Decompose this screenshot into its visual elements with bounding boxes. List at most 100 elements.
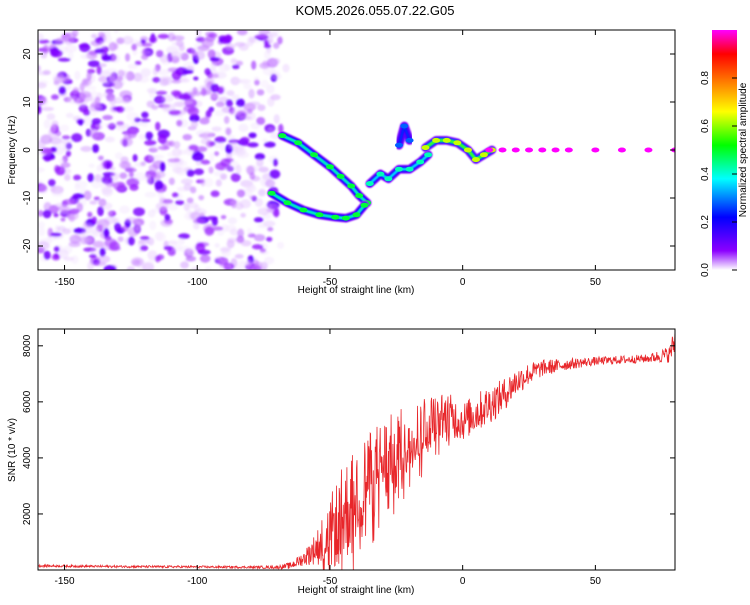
noise-blob — [272, 58, 281, 65]
noise-blob — [208, 32, 218, 39]
noise-blob — [277, 36, 283, 45]
noise-blob — [94, 262, 107, 267]
noise-blob — [83, 190, 92, 201]
snr-panel: -150 -100 -50 0 50 2000 4000 6000 8000 Height o… — [7, 328, 676, 596]
noise-blob — [159, 79, 171, 84]
noise-blob — [187, 202, 199, 209]
noise-blob — [97, 31, 106, 38]
noise-blob — [206, 140, 214, 148]
signal-peak — [463, 147, 472, 153]
noise-blob — [117, 236, 124, 243]
noise-blob — [103, 227, 110, 238]
noise-blob — [151, 105, 159, 110]
noise-blob — [163, 103, 176, 112]
noise-blob — [54, 37, 66, 46]
signal-peak — [394, 166, 403, 172]
noise-blob — [141, 111, 149, 119]
noise-blob — [97, 255, 111, 264]
noise-blob — [62, 199, 76, 206]
noise-blob — [199, 117, 210, 125]
noise-blob — [193, 222, 200, 230]
noise-blob — [144, 139, 157, 146]
noise-blob — [104, 136, 115, 143]
noise-blob — [166, 200, 175, 205]
noise-blob — [236, 30, 248, 36]
noise-blob — [42, 209, 52, 219]
noise-blob — [141, 42, 153, 47]
noise-blob — [102, 114, 113, 121]
y-tick-label: 2000 — [22, 502, 33, 525]
noise-blob — [256, 89, 265, 96]
noise-blob — [209, 57, 220, 62]
noise-blob — [71, 255, 79, 265]
signal-peak — [336, 173, 345, 179]
noise-blob — [124, 165, 136, 172]
noise-blob — [53, 246, 60, 253]
noise-blob — [59, 124, 70, 132]
noise-blob — [231, 94, 240, 99]
noise-blob — [134, 171, 147, 182]
noise-blob — [112, 80, 123, 90]
noise-blob — [230, 173, 241, 182]
snr-line — [38, 330, 675, 570]
noise-blob — [122, 106, 135, 113]
noise-blob — [264, 141, 276, 148]
noise-blob — [109, 241, 120, 251]
signal-peak — [341, 215, 350, 221]
noise-blob — [93, 196, 100, 201]
noise-blob — [227, 217, 238, 225]
noise-blob — [111, 53, 121, 64]
noise-blob — [42, 44, 50, 54]
noise-blob — [114, 152, 123, 160]
noise-blob — [213, 141, 222, 149]
x-tick-label: -150 — [55, 576, 75, 587]
colorbar-tick-label: 0.8 — [700, 71, 711, 85]
signal-peak — [644, 147, 653, 153]
noise-blob — [134, 162, 147, 168]
noise-blob — [258, 30, 271, 35]
noise-blob — [188, 144, 199, 151]
noise-blob — [225, 127, 232, 136]
noise-blob — [113, 97, 123, 104]
noise-blob — [171, 35, 185, 41]
signal-peak — [416, 159, 425, 165]
noise-blob — [267, 226, 274, 232]
noise-blob — [239, 199, 252, 209]
noise-blob — [262, 138, 268, 143]
noise-blob — [38, 221, 46, 229]
signal-peak — [400, 123, 409, 129]
y-tick-label: 4000 — [22, 446, 33, 469]
noise-blob — [119, 205, 130, 214]
noise-cloud — [38, 30, 290, 270]
noise-blob — [171, 79, 182, 84]
noise-blob — [88, 128, 99, 138]
signal-peak — [538, 147, 547, 153]
noise-blob — [209, 73, 220, 79]
signal-peak — [511, 147, 520, 153]
noise-blob — [127, 63, 139, 70]
noise-blob — [147, 237, 155, 246]
noise-blob — [68, 208, 80, 215]
noise-blob — [112, 216, 119, 224]
noise-blob — [247, 36, 254, 47]
noise-blob — [60, 139, 74, 144]
signal-peak — [551, 147, 560, 153]
y-tick-label: 6000 — [22, 390, 33, 413]
noise-blob — [198, 194, 205, 201]
noise-blob — [80, 236, 89, 245]
noise-blob — [191, 151, 204, 162]
noise-blob — [175, 166, 188, 176]
noise-blob — [210, 62, 217, 71]
noise-blob — [133, 207, 145, 217]
noise-blob — [79, 42, 91, 53]
noise-blob — [43, 154, 52, 162]
noise-blob — [249, 195, 257, 200]
colorbar-gradient — [712, 30, 737, 270]
noise-blob — [43, 250, 51, 260]
noise-blob — [259, 261, 268, 270]
noise-blob — [71, 133, 83, 143]
noise-blob — [256, 158, 264, 168]
noise-blob — [80, 54, 93, 60]
noise-blob — [46, 235, 58, 241]
noise-blob — [140, 118, 151, 123]
